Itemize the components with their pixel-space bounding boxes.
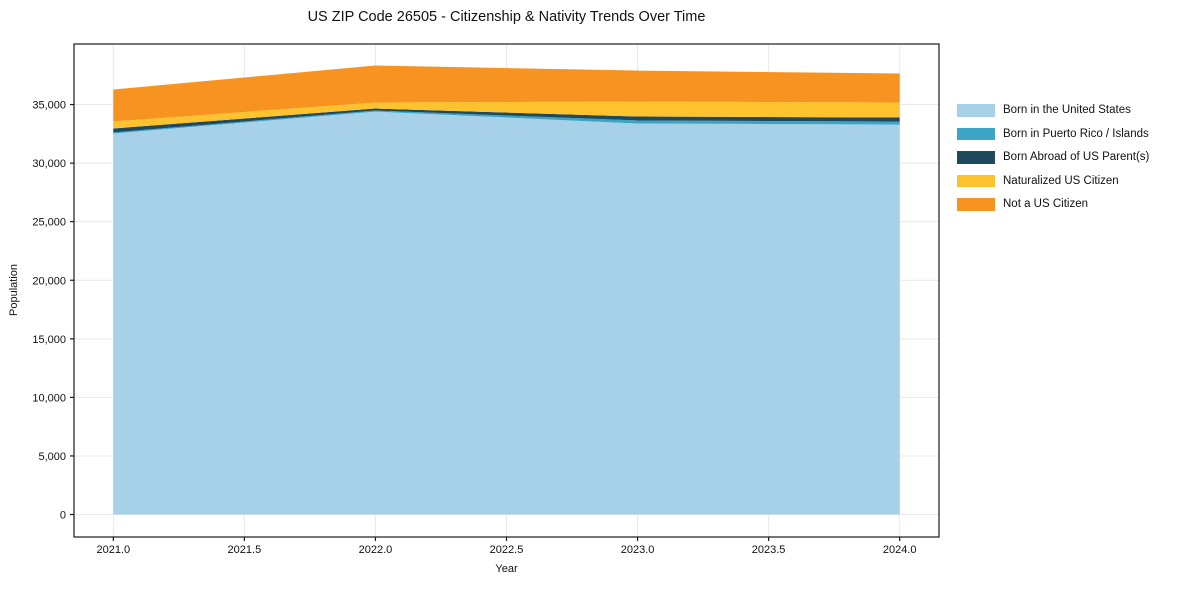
area-series-not-a-us-citizen <box>113 65 900 122</box>
legend-item: Born in Puerto Rico / Islands <box>957 127 1149 140</box>
legend-swatch <box>957 198 995 211</box>
x-tick-label: 2024.0 <box>883 544 917 556</box>
legend-label: Born in Puerto Rico / Islands <box>1003 127 1149 140</box>
legend-label: Naturalized US Citizen <box>1003 174 1119 187</box>
legend-label: Born Abroad of US Parent(s) <box>1003 151 1150 164</box>
x-tick-label: 2022.0 <box>359 544 393 556</box>
area-series-born-abroad-of-us-parent-s- <box>113 108 900 133</box>
legend-item: Born in the United States <box>957 104 1149 117</box>
legend: Born in the United States Born in Puerto … <box>957 104 1149 211</box>
y-tick-label: 15,000 <box>32 334 66 346</box>
x-tick-label: 2022.5 <box>490 544 524 556</box>
area-series-naturalized-us-citizen <box>113 101 900 129</box>
legend-item: Naturalized US Citizen <box>957 174 1149 187</box>
x-axis-label: Year <box>495 563 518 575</box>
x-tick-label: 2023.5 <box>752 544 786 556</box>
legend-item: Not a US Citizen <box>957 198 1149 211</box>
legend-label: Not a US Citizen <box>1003 198 1089 211</box>
y-tick-label: 0 <box>60 510 66 522</box>
x-tick-label: 2023.0 <box>621 544 655 556</box>
y-tick-label: 35,000 <box>32 100 66 112</box>
y-axis-label: Population <box>8 264 20 316</box>
legend-swatch <box>957 174 995 187</box>
legend-swatch <box>957 104 995 117</box>
chart-title: US ZIP Code 26505 - Citizenship & Nativi… <box>307 9 706 25</box>
y-tick-label: 10,000 <box>32 392 66 404</box>
legend-swatch <box>957 151 995 164</box>
legend-item: Born Abroad of US Parent(s) <box>957 151 1149 164</box>
y-tick-label: 20,000 <box>32 275 66 287</box>
x-tick-label: 2021.0 <box>96 544 130 556</box>
legend-swatch <box>957 127 995 140</box>
x-tick-label: 2021.5 <box>228 544 262 556</box>
y-tick-label: 25,000 <box>32 217 66 229</box>
legend-label: Born in the United States <box>1003 104 1131 117</box>
area-series-born-in-puerto-rico-islands <box>113 110 900 134</box>
y-tick-label: 5,000 <box>38 451 66 463</box>
area-series-born-in-the-united-states <box>113 111 900 515</box>
y-tick-label: 30,000 <box>32 158 66 170</box>
